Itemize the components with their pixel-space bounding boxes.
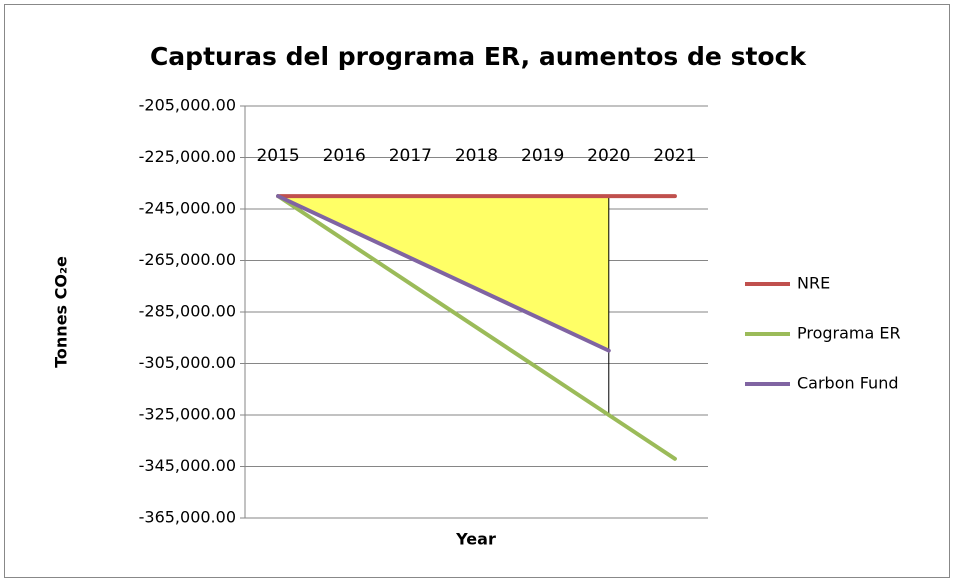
y-tick-label: -205,000.00 xyxy=(139,96,236,115)
x-tick-label: 2015 xyxy=(256,146,299,166)
x-tick-label: 2018 xyxy=(455,146,498,166)
y-tick-label: -325,000.00 xyxy=(139,405,236,424)
series-line xyxy=(276,194,611,353)
x-tick-label: 2020 xyxy=(587,146,630,166)
y-tick-label: -285,000.00 xyxy=(139,302,236,321)
chart-title: Capturas del programa ER, aumentos de st… xyxy=(150,42,807,71)
x-tick-label: 2021 xyxy=(653,146,696,166)
y-tick-label: -345,000.00 xyxy=(139,456,236,475)
legend-label: Carbon Fund xyxy=(797,374,899,393)
x-tick-label: 2019 xyxy=(521,146,564,166)
y-tick-label: -225,000.00 xyxy=(139,147,236,166)
y-tick-label: -245,000.00 xyxy=(139,199,236,218)
legend-label: Programa ER xyxy=(797,324,901,343)
series-line xyxy=(276,194,677,461)
y-axis-label: Tonnes CO₂e xyxy=(52,256,71,368)
y-tick-label: -265,000.00 xyxy=(139,250,236,269)
x-axis-label: Year xyxy=(455,530,496,549)
legend-label: NRE xyxy=(797,274,830,293)
x-tick-label: 2016 xyxy=(323,146,366,166)
x-tick-label: 2017 xyxy=(389,146,432,166)
y-tick-label: -305,000.00 xyxy=(139,353,236,372)
y-tick-label: -365,000.00 xyxy=(139,508,236,527)
